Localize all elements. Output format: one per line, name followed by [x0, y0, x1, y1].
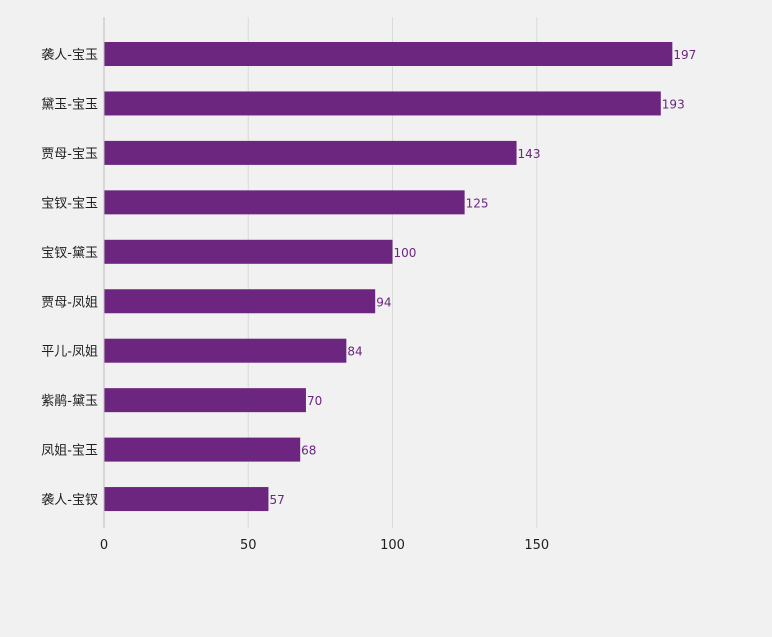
bar: [104, 190, 465, 215]
bar: [104, 91, 661, 116]
bar: [104, 239, 393, 264]
value-label: 193: [662, 97, 685, 111]
value-label: 197: [673, 48, 696, 62]
category-label: 凤姐-宝玉: [41, 444, 98, 459]
bar: [104, 338, 347, 363]
value-label: 143: [518, 147, 541, 161]
x-tick-label: 0: [100, 538, 108, 553]
value-label: 68: [301, 444, 316, 458]
value-label: 125: [466, 196, 489, 210]
bar: [104, 42, 673, 66]
value-label: 94: [376, 295, 391, 309]
category-label: 平儿-凤姐: [41, 345, 98, 360]
category-label: 宝钗-宝玉: [41, 196, 98, 211]
value-label: 100: [394, 246, 417, 260]
bar: [104, 388, 306, 413]
bar: [104, 140, 517, 165]
category-label: 贾母-宝玉: [41, 147, 98, 162]
x-tick-label: 50: [240, 538, 257, 553]
category-label: 贾母-凤姐: [41, 295, 98, 310]
category-label: 宝钗-黛玉: [41, 246, 98, 261]
category-label: 袭人-宝玉: [41, 48, 98, 63]
category-label: 紫鹃-黛玉: [41, 393, 98, 409]
value-label: 84: [347, 345, 362, 359]
category-label: 黛玉-宝玉: [41, 97, 98, 112]
category-labels: 袭人-宝玉黛玉-宝玉贾母-宝玉宝钗-宝玉宝钗-黛玉贾母-凤姐平儿-凤姐紫鹃-黛玉…: [41, 48, 98, 508]
value-label: 70: [307, 394, 322, 408]
bar: [104, 289, 376, 314]
x-tick-label: 150: [524, 538, 549, 553]
bar: [104, 487, 269, 512]
bars: [104, 42, 673, 512]
bar: [104, 437, 301, 462]
value-labels: 197 193 143 125 100 94 84 70 68 57: [269, 48, 696, 507]
category-label: 袭人-宝钗: [41, 493, 98, 508]
x-tick-label: 100: [380, 538, 405, 553]
value-label: 57: [269, 493, 284, 507]
x-axis-ticks: 0 50 100 150: [100, 538, 549, 553]
